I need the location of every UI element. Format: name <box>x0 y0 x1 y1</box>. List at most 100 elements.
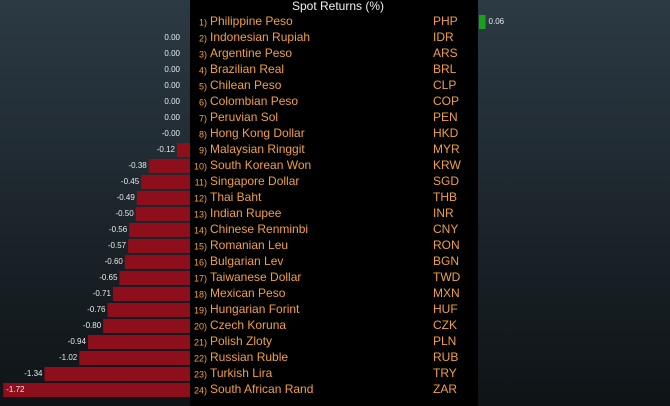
currency-code: MXN <box>433 286 460 300</box>
currency-code: ZAR <box>433 382 457 396</box>
rank: 6) <box>199 97 207 107</box>
currency-code: IDR <box>433 30 454 44</box>
currency-code: PHP <box>433 14 458 28</box>
currency-code: KRW <box>433 158 461 172</box>
currency-name: Czech Koruna <box>210 318 286 332</box>
bar <box>3 383 191 397</box>
value-label: -0.56 <box>109 225 128 234</box>
value-label: -0.38 <box>129 161 148 170</box>
currency-name: Philippine Peso <box>210 14 293 28</box>
currency-name: Bulgarian Lev <box>210 254 283 268</box>
bar <box>141 175 190 189</box>
currency-code: CZK <box>433 318 457 332</box>
bar <box>124 255 190 269</box>
rank: 22) <box>194 353 207 363</box>
value-label: -0.94 <box>68 337 87 346</box>
value-label: 0.06 <box>489 17 505 26</box>
value-label: -0.60 <box>105 257 124 266</box>
currency-code: PEN <box>433 110 458 124</box>
value-label: -0.45 <box>121 177 140 186</box>
currency-name: Malaysian Ringgit <box>210 142 305 156</box>
bar <box>176 143 190 157</box>
currency-code: PLN <box>433 334 456 348</box>
bar <box>135 207 190 221</box>
rank: 4) <box>199 65 207 75</box>
bar <box>44 367 191 381</box>
rank: 12) <box>194 193 207 203</box>
rank: 1) <box>199 17 207 27</box>
rank: 17) <box>194 273 207 283</box>
bar <box>128 239 190 253</box>
currency-code: BRL <box>433 62 457 76</box>
rank: 24) <box>194 385 207 395</box>
rank: 15) <box>194 241 207 251</box>
value-label: -0.50 <box>115 209 134 218</box>
bar <box>119 271 190 285</box>
currency-name: Chilean Peso <box>210 78 282 92</box>
value-label: -0.12 <box>157 145 176 154</box>
currency-code: INR <box>433 206 454 220</box>
currency-code: SGD <box>433 174 459 188</box>
currency-name: Brazilian Real <box>210 62 284 76</box>
rank: 10) <box>194 161 207 171</box>
currency-code: TWD <box>433 270 461 284</box>
bar <box>107 303 190 317</box>
value-label: -1.34 <box>24 369 43 378</box>
bar <box>479 15 486 29</box>
chart-title: Spot Returns (%) <box>292 0 384 13</box>
value-label: -1.02 <box>59 353 78 362</box>
currency-name: Thai Baht <box>210 190 262 204</box>
currency-code: TRY <box>433 366 457 380</box>
currency-name: Taiwanese Dollar <box>210 270 301 284</box>
currency-name: Peruvian Sol <box>210 110 278 124</box>
currency-name: Indian Rupee <box>210 206 282 220</box>
rank: 5) <box>199 81 207 91</box>
currency-name: Turkish Lira <box>210 366 273 380</box>
currency-code: CNY <box>433 222 458 236</box>
bar <box>136 191 190 205</box>
currency-code: ARS <box>433 46 458 60</box>
bar <box>129 223 190 237</box>
rank: 23) <box>194 369 207 379</box>
value-label: 0.00 <box>164 113 180 122</box>
currency-name: Hong Kong Dollar <box>210 126 305 140</box>
rank: 13) <box>194 209 207 219</box>
currency-code: CLP <box>433 78 456 92</box>
currency-name: Romanian Leu <box>210 238 288 252</box>
value-label: 0.00 <box>164 81 180 90</box>
rank: 3) <box>199 49 207 59</box>
bar <box>87 335 190 349</box>
currency-code: MYR <box>433 142 460 156</box>
rank: 21) <box>194 337 207 347</box>
bar <box>148 159 190 173</box>
value-label: -0.49 <box>117 193 136 202</box>
value-label: -0.65 <box>99 273 118 282</box>
rank: 2) <box>199 33 207 43</box>
currency-name: Indonesian Rupiah <box>210 30 310 44</box>
currency-code: COP <box>433 94 459 108</box>
value-label: 0.00 <box>164 65 180 74</box>
currency-code: BGN <box>433 254 459 268</box>
value-label: -0.76 <box>87 305 106 314</box>
rank: 16) <box>194 257 207 267</box>
value-label: 0.00 <box>164 49 180 58</box>
currency-name: Hungarian Forint <box>210 302 300 316</box>
label-panel <box>190 0 478 406</box>
right-panel <box>478 0 670 406</box>
rank: 18) <box>194 289 207 299</box>
currency-name: Polish Zloty <box>210 334 272 348</box>
currency-name: Colombian Peso <box>210 94 298 108</box>
rank: 11) <box>195 177 207 187</box>
currency-name: Argentine Peso <box>210 46 292 60</box>
currency-code: HKD <box>433 126 459 140</box>
currency-name: Russian Ruble <box>210 350 288 364</box>
value-label: -0.80 <box>83 321 102 330</box>
bar <box>79 351 190 365</box>
rank: 8) <box>199 129 207 139</box>
currency-code: RUB <box>433 350 458 364</box>
currency-name: Mexican Peso <box>210 286 286 300</box>
rank: 7) <box>199 113 207 123</box>
rank: 14) <box>194 225 207 235</box>
currency-code: HUF <box>433 302 458 316</box>
